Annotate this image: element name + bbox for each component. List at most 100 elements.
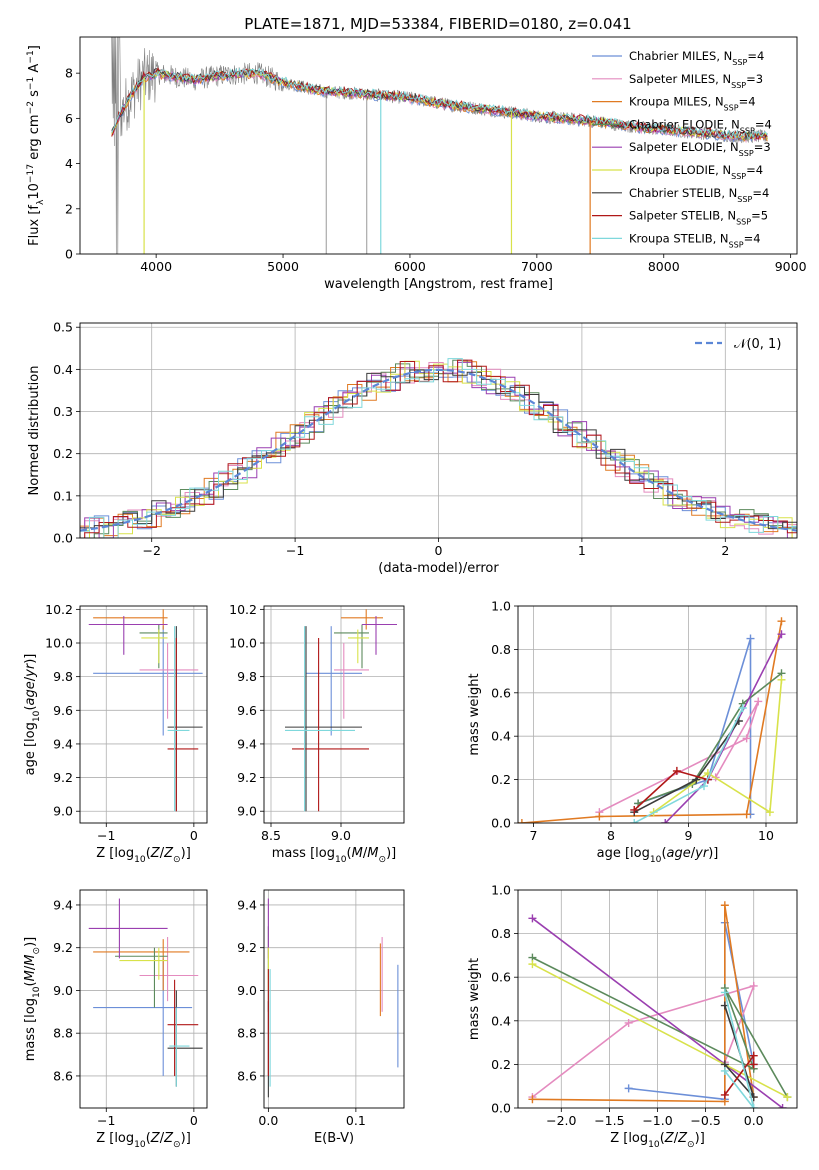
x-tick-label: −1 <box>97 828 115 843</box>
panel-residuals: −2 −1 0 1 2 0.0 0.1 0.2 0.3 0.4 0.5 𝒩(0, 1) (data-mo… <box>27 320 798 576</box>
x-axis-label: wavelength [Angstrom, rest frame] <box>324 277 553 292</box>
weight-marker <box>749 1104 758 1108</box>
y-tick-label: 9.8 <box>237 669 257 684</box>
weight-marker <box>777 617 786 626</box>
weight-marker <box>720 988 729 997</box>
weight-marker <box>518 819 526 823</box>
weight-marker <box>777 630 786 639</box>
x-tick-label: 0 <box>435 543 443 558</box>
y-tick-label: 10.2 <box>229 602 257 617</box>
y-tick-label: 9.2 <box>237 940 257 955</box>
y-tick-label: 10.2 <box>45 602 73 617</box>
x-tick-label: 9000 <box>775 259 807 274</box>
plot-area <box>518 617 786 823</box>
x-tick-label: 1 <box>578 543 586 558</box>
axes-frame <box>517 605 798 824</box>
weight-marker <box>624 1084 633 1093</box>
x-tick-label: 0.1 <box>346 1113 366 1128</box>
legend-entry: Chabrier MILES, NSSP=4 <box>629 49 764 67</box>
x-tick-label: −0.5 <box>690 1113 720 1128</box>
y-axis-label: Flux [fλ10−17 erg cm−2 s−1 A−1] <box>26 45 46 246</box>
y-tick-label: 10.0 <box>45 636 73 651</box>
panel-mass-EBV: 0.0 0.1 8.6 8.8 9.0 9.2 9.4 E(B-V) <box>237 889 405 1146</box>
weight-marker <box>630 819 639 823</box>
x-tick-label: −1 <box>97 1113 115 1128</box>
y-tick-label: 9.2 <box>53 770 73 785</box>
weight-marker <box>624 1018 633 1027</box>
weight-line-kroupa-elodie <box>653 679 783 814</box>
axes-frame <box>263 605 405 824</box>
axes-frame <box>263 889 405 1109</box>
y-tick-label: 0.1 <box>53 488 73 503</box>
legend-entry: Kroupa ELODIE, NSSP=4 <box>629 163 763 181</box>
weight-marker <box>528 1095 537 1104</box>
axes-frame <box>79 36 798 255</box>
weight-marker <box>749 1060 758 1069</box>
x-tick-label: −2 <box>142 543 160 558</box>
y-tick-label: 0.5 <box>53 320 73 335</box>
legend-entry: Salpeter ELODIE, NSSP=3 <box>629 140 771 158</box>
y-tick-label: 2 <box>65 201 73 216</box>
histogram-salpeter-stelib <box>80 359 797 538</box>
x-tick-label: 7 <box>530 828 538 843</box>
x-tick-label: 5000 <box>267 259 299 274</box>
weight-line-kroupa-stelib <box>724 992 755 1108</box>
y-tick-label: 8 <box>65 66 73 81</box>
weight-line-salpeter-miles <box>531 984 756 1098</box>
x-tick-label: 8000 <box>648 259 680 274</box>
y-tick-label: 9.0 <box>53 983 73 998</box>
y-tick-label: 9.2 <box>237 770 257 785</box>
x-tick-label: 0 <box>190 828 198 843</box>
y-tick-label: 0.0 <box>53 531 73 546</box>
x-tick-label: 8.5 <box>261 828 281 843</box>
legend-entry: 𝒩(0, 1) <box>734 337 781 352</box>
normal-curve <box>80 368 797 532</box>
weight-marker <box>528 960 537 969</box>
plot-area <box>88 609 203 812</box>
weight-marker <box>720 1090 729 1099</box>
legend-entry: Chabrier ELODIE, NSSP=4 <box>629 117 772 135</box>
weight-marker <box>754 697 763 706</box>
y-tick-label: 0.4 <box>491 729 511 744</box>
plot-area <box>111 37 768 254</box>
weight-marker <box>777 675 786 684</box>
y-tick-label: 9.8 <box>53 669 73 684</box>
y-tick-label: 8.8 <box>53 1026 73 1041</box>
weight-marker <box>720 901 729 910</box>
plot-area <box>285 609 397 812</box>
y-tick-label: 0.4 <box>491 1013 511 1028</box>
x-tick-label: 9.0 <box>331 828 351 843</box>
weight-line-kroupa-miles <box>521 621 783 823</box>
y-tick-label: 9.6 <box>53 703 73 718</box>
x-axis-label: E(B-V) <box>314 1131 354 1146</box>
x-tick-label: 6000 <box>394 259 426 274</box>
y-tick-label: 9.6 <box>237 703 257 718</box>
histogram-kroupa-stelib <box>80 358 797 538</box>
plot-area <box>88 898 203 1087</box>
figure-title: PLATE=1871, MJD=53384, FIBERID=0180, z=0… <box>244 15 631 33</box>
y-tick-label: 9.0 <box>237 983 257 998</box>
weight-marker <box>749 1051 758 1060</box>
x-tick-label: 4000 <box>140 259 172 274</box>
model-line-kroupa-stelib <box>111 67 768 140</box>
y-tick-label: 8.6 <box>237 1068 257 1083</box>
y-tick-label: 0.0 <box>491 816 511 831</box>
panel-spectrum: 4000 5000 6000 7000 8000 9000 0 2 4 6 8 Chabrier MI… <box>26 36 807 292</box>
panel-age-Z: −1 0 9.0 9.2 9.4 9.6 9.8 10.0 10.2 Z [log10(Z/Z⊙)… <box>23 602 208 865</box>
y-tick-label: 1.0 <box>491 883 511 898</box>
x-tick-label: 0.0 <box>744 1113 764 1128</box>
legend-entry: Kroupa STELIB, NSSP=4 <box>629 231 761 249</box>
y-tick-label: 9.4 <box>237 897 257 912</box>
axes-frame <box>517 889 798 1109</box>
y-tick-label: 0.0 <box>491 1101 511 1116</box>
y-tick-label: 9.2 <box>53 940 73 955</box>
y-tick-label: 4 <box>65 156 73 171</box>
x-tick-label: −2.0 <box>546 1113 576 1128</box>
x-tick-label: 0 <box>190 1113 198 1128</box>
y-axis-label: age [log10(age/yr)] <box>23 654 42 776</box>
y-tick-label: 9.0 <box>237 804 257 819</box>
weight-marker <box>783 1093 792 1102</box>
weight-marker <box>672 766 681 775</box>
panel-weight-Z: −2.0 −1.5 −1.0 −0.5 0.0 0.0 0.2 0.4 0.6 0.8 1.0 Z [… <box>467 883 798 1150</box>
y-axis-label: mass weight <box>467 958 482 1040</box>
